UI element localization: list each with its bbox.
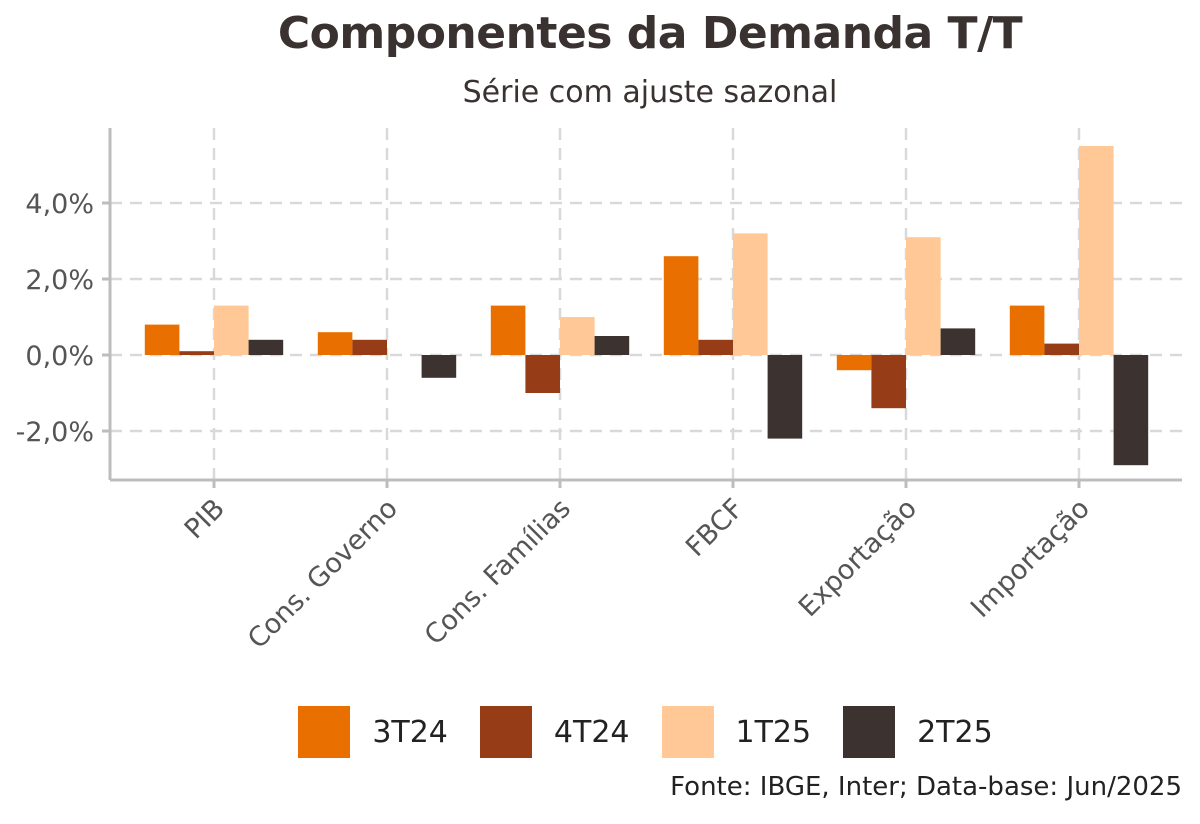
bar-3t24-3 (490, 305, 526, 355)
legend-item-2t25: 2T25 (843, 706, 997, 758)
legend-label: 2T25 (917, 714, 993, 750)
bar-2t25-4 (767, 355, 803, 439)
x-tick-label: Importação (965, 493, 1096, 624)
x-tick-label: FBCF (680, 493, 750, 563)
bar-4t24-3 (525, 355, 560, 393)
legend-swatch (843, 706, 896, 758)
bar-2t25-3 (594, 336, 630, 355)
bar-1t25-4 (733, 233, 768, 355)
bar-2t25-6 (1113, 355, 1149, 466)
bar-4t24-4 (698, 339, 733, 355)
y-tick-labels: -2,0% 0,0% 2,0% 4,0% (16, 189, 94, 448)
bar-2t25-2 (421, 355, 457, 378)
bar-1t25-3 (560, 317, 595, 355)
axes (102, 128, 1182, 488)
x-tick-label: PIB (179, 493, 231, 545)
x-tick-label: Cons. Famílias (419, 493, 577, 651)
chart-title: Componentes da Demanda T/T (277, 8, 1023, 59)
legend-item-1t25: 1T25 (661, 706, 816, 758)
bar-2t25-5 (940, 328, 976, 355)
x-tick-label: Cons. Governo (242, 493, 404, 655)
bar-4t24-5 (871, 355, 906, 409)
legend-label: 1T25 (735, 714, 812, 750)
y-tick-label: 4,0% (25, 189, 94, 220)
x-tick-labels: PIB Cons. Governo Cons. Famílias FBCF Export… (179, 493, 1096, 655)
bar-1t25-6 (1079, 146, 1114, 355)
source-caption: Fonte: IBGE, Inter; Data-base: Jun/2025 (670, 772, 1182, 802)
grid-lines (110, 128, 1182, 480)
bar-3t24-2 (317, 332, 353, 355)
bar-4t24-2 (352, 339, 387, 355)
bar-1t25-1 (214, 305, 249, 355)
legend-label: 4T24 (553, 714, 630, 750)
bar-3t24-1 (144, 324, 180, 355)
x-tick-label: Exportação (793, 493, 923, 623)
bar-3t24-6 (1009, 305, 1045, 355)
legend-swatch (298, 706, 351, 758)
legend: 3T24 4T24 1T25 2T25 (0, 706, 1200, 758)
bar-chart: -2,0% 0,0% 2,0% 4,0% PIB Cons. Governo Cons. … (16, 128, 1182, 655)
bar-3t24-5 (836, 355, 872, 371)
bar-4t24-6 (1044, 343, 1079, 355)
y-tick-label: -2,0% (16, 417, 94, 448)
y-tick-label: 0,0% (25, 341, 94, 372)
chart-subtitle: Série com ajuste sazonal (462, 75, 838, 110)
bar-2t25-1 (248, 339, 284, 355)
y-tick-label: 2,0% (25, 265, 94, 296)
legend-item-3t24: 3T24 (298, 706, 452, 758)
legend-item-4t24: 4T24 (479, 706, 634, 758)
bar-4t24-1 (179, 351, 214, 355)
bar-3t24-4 (663, 256, 699, 355)
bar-1t25-5 (906, 237, 941, 355)
legend-label: 3T24 (372, 714, 448, 750)
bars-group (144, 146, 1149, 466)
legend-swatch (479, 706, 532, 758)
legend-swatch (661, 706, 714, 758)
